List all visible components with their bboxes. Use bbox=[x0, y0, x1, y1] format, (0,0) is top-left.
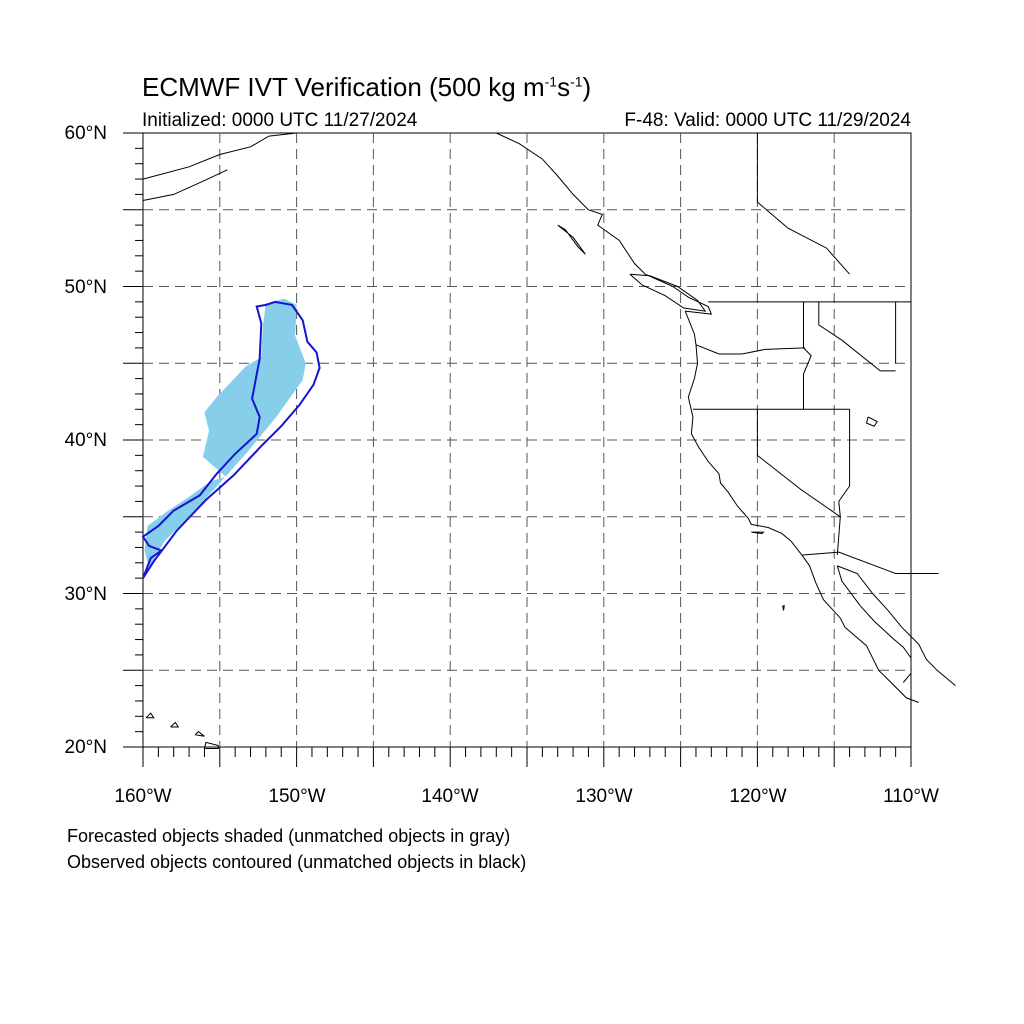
montana-line bbox=[818, 301, 896, 372]
observed-ivt-object bbox=[141, 300, 321, 579]
forecast-legend-note: Forecasted objects shaded (unmatched obj… bbox=[67, 826, 511, 846]
lon-label-150w: 150°W bbox=[268, 786, 326, 807]
haida-gwaii bbox=[557, 224, 586, 255]
initialized-time: Initialized: 0000 UTC 11/27/2024 bbox=[142, 110, 418, 131]
wa-or-border bbox=[695, 344, 806, 355]
ca-nv-border bbox=[756, 409, 841, 518]
lat-label-30: 30°N bbox=[64, 584, 107, 605]
hawaii-oahu bbox=[170, 721, 180, 728]
valid-time: F-48: Valid: 0000 UTC 11/29/2024 bbox=[624, 110, 911, 131]
lon-label-140w: 140°W bbox=[421, 786, 479, 807]
channel-islands bbox=[751, 531, 765, 535]
hawaii-big-island bbox=[203, 741, 219, 749]
lat-label-20: 20°N bbox=[64, 737, 107, 758]
us-mexico-border bbox=[801, 551, 939, 574]
hawaii-maui bbox=[194, 730, 205, 737]
lon-label-110w: 110°W bbox=[883, 786, 939, 807]
us-west-coast bbox=[684, 310, 919, 703]
lon-label-160w: 160°W bbox=[114, 786, 172, 807]
great-salt-lake bbox=[865, 416, 878, 427]
idaho-line bbox=[803, 301, 812, 410]
kodiak-region bbox=[142, 132, 297, 180]
forecast-ivt-object bbox=[144, 298, 306, 568]
lat-label-50: 50°N bbox=[64, 277, 107, 298]
observed-legend-note: Observed objects contoured (unmatched ob… bbox=[67, 852, 527, 872]
bc-interior bbox=[756, 133, 850, 275]
aleutian-peninsula bbox=[142, 169, 228, 201]
sonora-coast bbox=[837, 565, 956, 686]
coastlines-and-borders bbox=[142, 132, 956, 749]
lat-label-40: 40°N bbox=[64, 430, 107, 451]
hawaii-kauai bbox=[145, 712, 155, 719]
nv-az-line bbox=[836, 409, 851, 556]
axis-ticks bbox=[123, 132, 912, 767]
lat-label-60: 60°N bbox=[64, 123, 107, 144]
page-title: ECMWF IVT Verification (500 kg m-1s-1) bbox=[142, 72, 592, 102]
gulf-of-california bbox=[836, 565, 912, 683]
lon-label-130w: 130°W bbox=[575, 786, 633, 807]
lat-lon-grid bbox=[143, 133, 911, 747]
vancouver-island bbox=[629, 273, 707, 312]
guadalupe-island bbox=[782, 605, 785, 611]
lon-label-120w: 120°W bbox=[729, 786, 787, 807]
